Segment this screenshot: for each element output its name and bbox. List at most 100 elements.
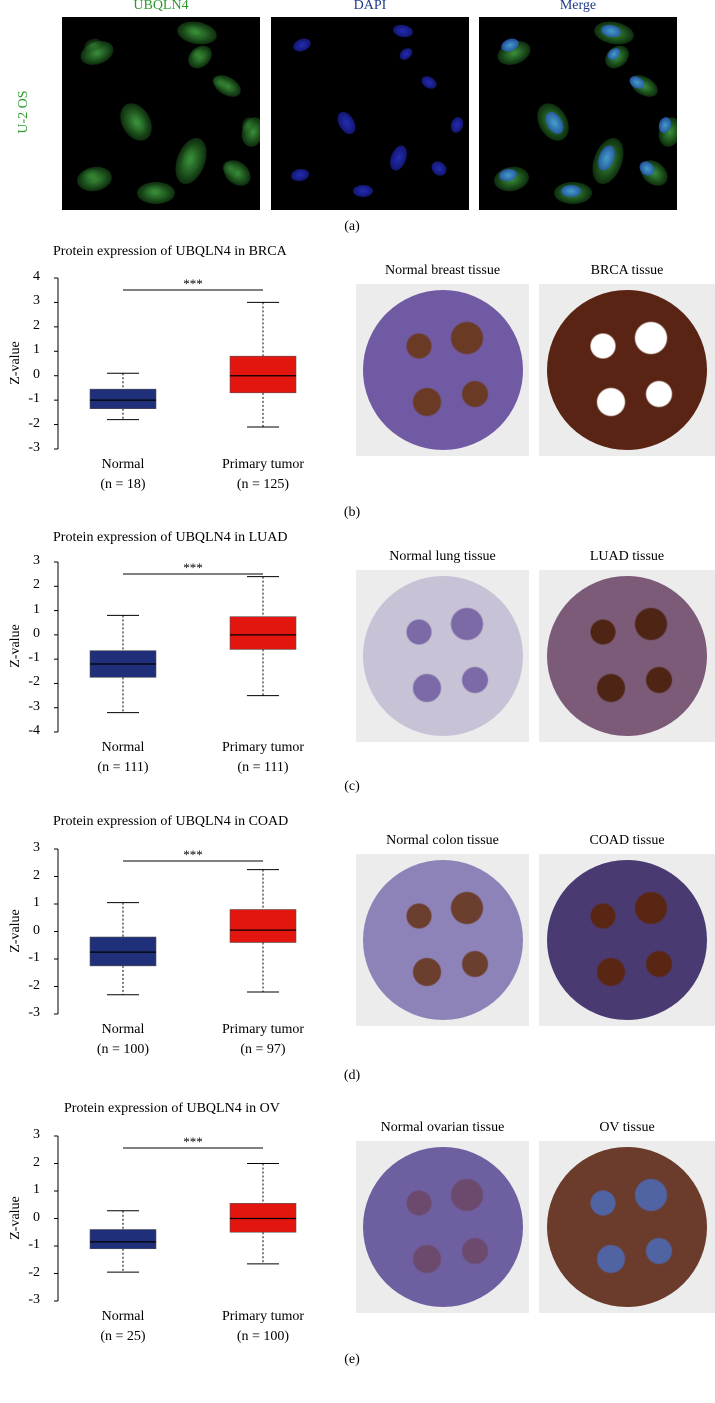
iqr-box xyxy=(229,355,297,394)
category-n: (n = 25) xyxy=(100,1329,146,1344)
tissue-title: Normal lung tissue xyxy=(389,549,496,564)
y-tick-label: -3 xyxy=(28,1005,40,1020)
category-n: (n = 97) xyxy=(240,1042,286,1057)
tissue-image xyxy=(539,284,715,456)
tissue-image xyxy=(356,284,529,456)
y-tick-label: -2 xyxy=(28,674,40,690)
y-tick-label: -1 xyxy=(28,650,40,666)
y-tick-label: -2 xyxy=(28,415,40,431)
tissue-image xyxy=(356,1141,529,1313)
category-name: Normal xyxy=(101,1022,145,1037)
y-tick-label: 3 xyxy=(33,840,40,855)
chart-title: Protein expression of UBQLN4 in LUAD xyxy=(53,530,288,545)
y-tick-label: 2 xyxy=(33,1154,40,1170)
tissue-image xyxy=(356,570,529,742)
tissue-title: Normal colon tissue xyxy=(386,833,499,848)
iqr-box xyxy=(89,388,157,409)
tissue-core xyxy=(547,290,707,450)
box-tumor xyxy=(229,301,297,428)
y-tick-label: 1 xyxy=(33,895,40,910)
channel-label-dapi: DAPI xyxy=(353,0,387,13)
ubqln4-image xyxy=(62,17,260,210)
tissue-core xyxy=(547,576,707,736)
iqr-box xyxy=(229,616,297,650)
category-label-normal: Normal (n = 18) xyxy=(58,455,188,495)
nucleus-7 xyxy=(353,185,373,197)
box-normal xyxy=(89,1210,157,1273)
tissue-core xyxy=(547,860,707,1020)
box-normal xyxy=(89,902,157,996)
channel-label-ubqln4: UBQLN4 xyxy=(133,0,189,13)
category-label-tumor: Primary tumor (n = 97) xyxy=(198,1020,328,1060)
y-tick-label: -2 xyxy=(28,977,40,993)
nucleus-7 xyxy=(144,185,164,197)
category-name: Primary tumor xyxy=(221,1022,305,1037)
tissue-core xyxy=(362,1147,523,1307)
tissue-title: Normal ovarian tissue xyxy=(380,1120,505,1135)
significance-label: *** xyxy=(183,847,203,862)
y-tick-label: 3 xyxy=(33,553,40,568)
iqr-box xyxy=(229,1203,297,1233)
tissue-title: BRCA tissue xyxy=(590,263,664,278)
panel-letter-a: (a) xyxy=(344,219,360,234)
chart-title: Protein expression of UBQLN4 in COAD xyxy=(53,814,289,829)
y-tick-label: 0 xyxy=(33,625,40,641)
category-label-tumor: Primary tumor (n = 100) xyxy=(198,1307,328,1347)
panel-letter: (c) xyxy=(344,779,360,794)
significance-label: *** xyxy=(183,1134,203,1149)
category-n: (n = 111) xyxy=(97,760,149,775)
y-tick-label: 1 xyxy=(33,342,40,358)
y-tick-label: 3 xyxy=(33,293,40,309)
category-n: (n = 100) xyxy=(236,1329,290,1344)
nucleus-7 xyxy=(561,185,581,197)
y-tick-label: -1 xyxy=(28,1237,40,1252)
box-tumor xyxy=(229,576,297,697)
category-n: (n = 125) xyxy=(236,477,290,492)
panel-letter: (d) xyxy=(343,1068,361,1083)
y-tick-label: 2 xyxy=(33,867,40,883)
y-tick-label: -4 xyxy=(28,723,40,738)
category-n: (n = 111) xyxy=(237,760,289,775)
y-tick-label: 0 xyxy=(33,1209,40,1225)
category-label-normal: Normal (n = 100) xyxy=(58,1020,188,1060)
dapi-image xyxy=(271,17,469,210)
panel-letter: (e) xyxy=(344,1352,360,1367)
y-tick-label: 4 xyxy=(33,269,40,284)
box-tumor xyxy=(229,869,297,993)
y-tick-label: -3 xyxy=(28,440,40,455)
category-name: Normal xyxy=(101,740,145,755)
y-tick-label: -1 xyxy=(28,391,40,407)
iqr-box xyxy=(229,909,297,943)
iqr-box xyxy=(89,936,157,967)
tissue-core xyxy=(362,860,523,1020)
category-name: Normal xyxy=(101,1309,145,1324)
category-label-normal: Normal (n = 111) xyxy=(58,738,188,778)
tissue-image xyxy=(356,854,529,1026)
tissue-title: COAD tissue xyxy=(589,833,665,848)
tissue-image xyxy=(539,1141,715,1313)
tissue-title: LUAD tissue xyxy=(589,549,665,564)
y-tick-label: -1 xyxy=(28,950,40,965)
category-name: Primary tumor xyxy=(221,740,305,755)
category-label-normal: Normal (n = 25) xyxy=(58,1307,188,1347)
category-label-tumor: Primary tumor (n = 125) xyxy=(198,455,328,495)
category-label-tumor: Primary tumor (n = 111) xyxy=(198,738,328,778)
category-name: Primary tumor xyxy=(221,457,305,472)
merge-image xyxy=(479,17,677,210)
box-normal xyxy=(89,614,157,714)
box-normal xyxy=(89,372,157,421)
iqr-box xyxy=(89,1229,157,1250)
significance-label: *** xyxy=(183,276,203,291)
category-n: (n = 18) xyxy=(100,477,146,492)
chart-title: Protein expression of UBQLN4 in BRCA xyxy=(53,244,287,259)
y-tick-label: 2 xyxy=(33,317,40,333)
tissue-image xyxy=(539,854,715,1026)
tissue-title: OV tissue xyxy=(599,1120,655,1135)
y-tick-label: 0 xyxy=(33,366,40,382)
channel-label-merge: Merge xyxy=(559,0,597,13)
category-name: Primary tumor xyxy=(221,1309,305,1324)
y-tick-label: -3 xyxy=(28,698,40,714)
